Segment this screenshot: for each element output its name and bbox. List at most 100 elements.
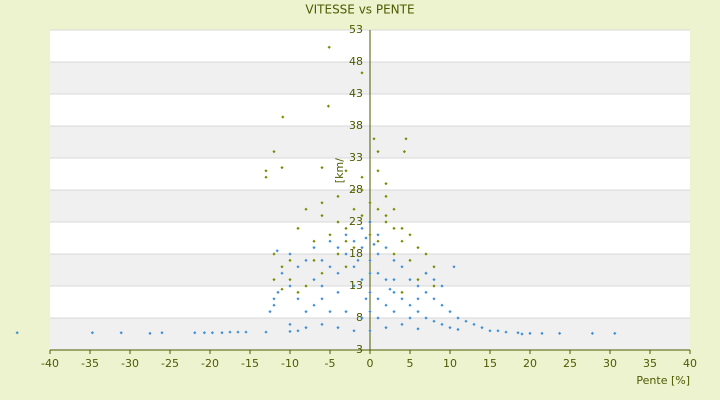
point bbox=[432, 278, 436, 282]
point bbox=[244, 330, 248, 334]
point bbox=[368, 220, 372, 224]
point bbox=[360, 316, 364, 320]
point bbox=[272, 150, 276, 154]
point bbox=[488, 329, 492, 333]
point bbox=[424, 290, 428, 294]
point bbox=[408, 233, 412, 237]
point bbox=[400, 290, 404, 294]
x-tick-label: -10 bbox=[281, 357, 299, 370]
point bbox=[328, 265, 332, 269]
point bbox=[360, 246, 364, 250]
point bbox=[312, 278, 316, 282]
point bbox=[360, 188, 364, 192]
y-tick-label: 13 bbox=[349, 279, 363, 292]
point bbox=[202, 331, 206, 335]
point bbox=[520, 332, 524, 336]
point bbox=[320, 297, 324, 301]
point bbox=[424, 252, 428, 256]
point bbox=[384, 220, 388, 224]
point bbox=[304, 284, 308, 288]
point bbox=[276, 290, 280, 294]
y-tick-label: 38 bbox=[349, 119, 363, 132]
point bbox=[320, 258, 324, 262]
point bbox=[424, 271, 428, 275]
x-tick-label: 35 bbox=[643, 357, 657, 370]
point bbox=[344, 239, 348, 243]
x-tick-label: 40 bbox=[683, 357, 697, 370]
point bbox=[160, 331, 164, 335]
point bbox=[304, 326, 308, 330]
point bbox=[272, 297, 276, 301]
point bbox=[304, 207, 308, 211]
point bbox=[384, 278, 388, 282]
point bbox=[504, 330, 508, 334]
point bbox=[368, 258, 372, 262]
y-tick-label: 48 bbox=[349, 55, 363, 68]
point bbox=[360, 278, 364, 282]
point bbox=[296, 297, 300, 301]
point bbox=[404, 137, 408, 141]
point bbox=[280, 265, 284, 269]
point bbox=[280, 271, 284, 275]
point bbox=[344, 252, 348, 256]
point bbox=[376, 239, 380, 243]
point bbox=[328, 310, 332, 314]
point bbox=[384, 194, 388, 198]
point bbox=[288, 252, 292, 256]
y-tick-label: 8 bbox=[356, 311, 363, 324]
point bbox=[264, 175, 268, 179]
point bbox=[210, 331, 214, 335]
x-tick-label: 5 bbox=[407, 357, 414, 370]
point bbox=[288, 322, 292, 326]
point bbox=[392, 252, 396, 256]
y-tick-label: 53 bbox=[349, 23, 363, 36]
x-tick-label: 15 bbox=[483, 357, 497, 370]
point bbox=[448, 310, 452, 314]
point bbox=[360, 226, 364, 230]
point bbox=[368, 201, 372, 205]
point bbox=[400, 265, 404, 269]
point bbox=[432, 297, 436, 301]
x-tick-label: 10 bbox=[443, 357, 457, 370]
point bbox=[328, 233, 332, 237]
point bbox=[220, 331, 224, 335]
point bbox=[440, 303, 444, 307]
point bbox=[372, 137, 376, 141]
point bbox=[432, 265, 436, 269]
point bbox=[516, 331, 520, 335]
point bbox=[416, 246, 420, 250]
point bbox=[336, 220, 340, 224]
point bbox=[392, 278, 396, 282]
x-tick-label: 25 bbox=[563, 357, 577, 370]
point bbox=[344, 265, 348, 269]
point bbox=[296, 290, 300, 294]
point bbox=[400, 226, 404, 230]
point bbox=[364, 297, 368, 301]
point bbox=[148, 331, 152, 335]
x-axis-title: Pente [%] bbox=[636, 374, 690, 387]
point bbox=[456, 327, 460, 332]
point bbox=[613, 331, 617, 335]
point bbox=[402, 150, 406, 154]
point bbox=[432, 284, 436, 288]
x-tick-label: -20 bbox=[201, 357, 219, 370]
point bbox=[408, 278, 412, 282]
point bbox=[376, 271, 380, 275]
point bbox=[344, 310, 348, 314]
point bbox=[376, 169, 380, 173]
point bbox=[193, 331, 197, 335]
point bbox=[416, 284, 420, 288]
point bbox=[448, 326, 452, 330]
y-tick-label: 18 bbox=[349, 247, 363, 260]
point bbox=[268, 310, 272, 314]
point bbox=[440, 322, 444, 326]
point bbox=[336, 326, 340, 330]
point bbox=[320, 214, 324, 218]
point bbox=[336, 271, 340, 275]
point bbox=[296, 329, 300, 333]
point bbox=[288, 258, 292, 262]
point bbox=[368, 290, 372, 294]
x-tick-label: -30 bbox=[121, 357, 139, 370]
point bbox=[336, 290, 340, 294]
point bbox=[304, 310, 308, 314]
